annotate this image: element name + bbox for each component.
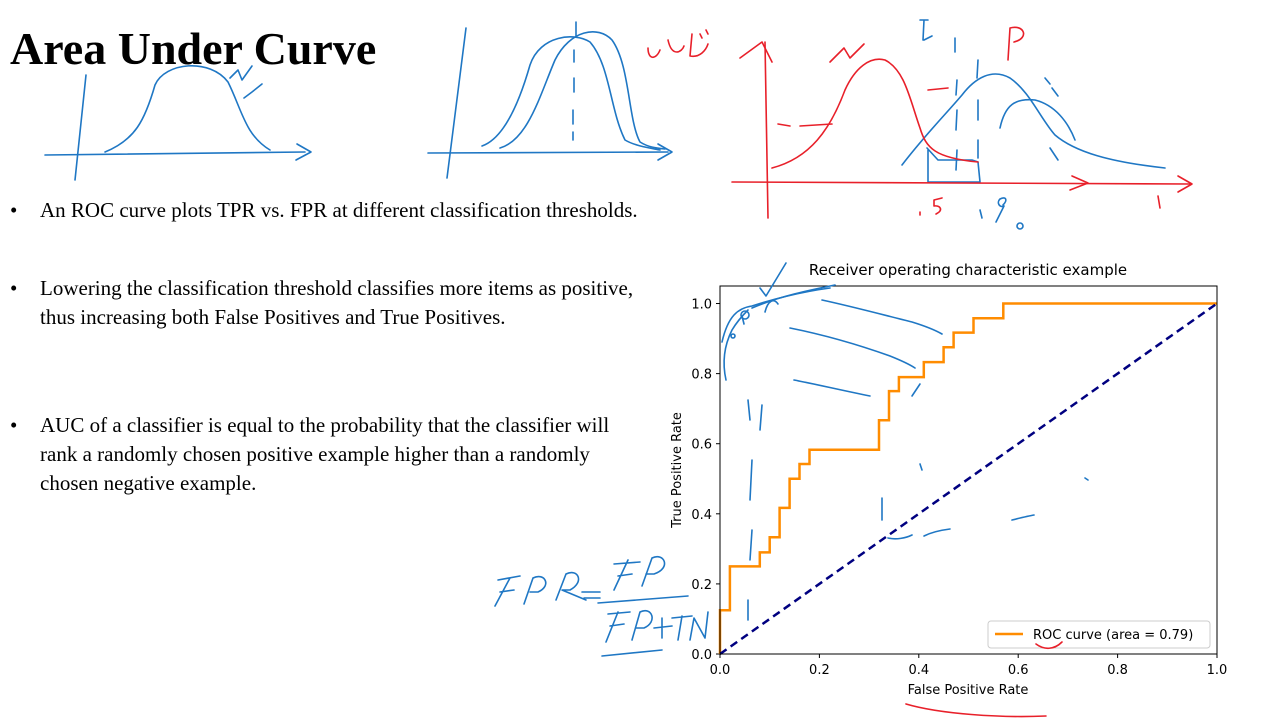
x-tick-label: 0.2 [809,663,830,678]
legend-label: ROC curve (area = 0.79) [1033,628,1193,643]
y-tick-label: 0.2 [691,578,712,593]
x-tick-label: 0.6 [1008,663,1029,678]
chart-axes-frame [719,285,1218,655]
chance-diagonal-line [719,302,1218,656]
legend-box [987,620,1211,649]
chart-title: Receiver operating characteristic exampl… [809,261,1127,279]
x-tick-label: 0.4 [908,663,929,678]
bullet-text: AUC of a classifier is equal to the prob… [40,413,610,495]
bullet-text: An ROC curve plots TPR vs. FPR at differ… [40,198,638,222]
x-axis-label: False Positive Rate [908,683,1029,698]
x-tick-label: 1.0 [1207,663,1228,678]
y-tick-label: 0.6 [691,438,712,453]
bullet-text: Lowering the classification threshold cl… [40,276,634,329]
bullet-dot: • [10,276,18,300]
chart-legend: ROC curve (area = 0.79) [987,620,1211,649]
y-tick-label: 0.4 [691,508,712,523]
y-tick-label: 0.0 [691,648,712,663]
bullet-dot: • [10,198,18,222]
y-tick-label: 1.0 [691,298,712,313]
ink-red [647,26,1193,718]
roc-curve-line [718,302,1217,654]
bullet-dot: • [10,413,18,437]
bullet-item: • AUC of a classifier is equal to the pr… [10,411,650,498]
ink-blue [44,19,1166,657]
y-axis-label: True Positive Rate [670,412,685,529]
bullet-item: • Lowering the classification threshold … [10,274,650,332]
bullet-item: • An ROC curve plots TPR vs. FPR at diff… [10,196,750,225]
x-tick-label: 0.0 [710,663,731,678]
x-tick-label: 0.8 [1107,663,1128,678]
y-tick-label: 0.8 [691,368,712,383]
